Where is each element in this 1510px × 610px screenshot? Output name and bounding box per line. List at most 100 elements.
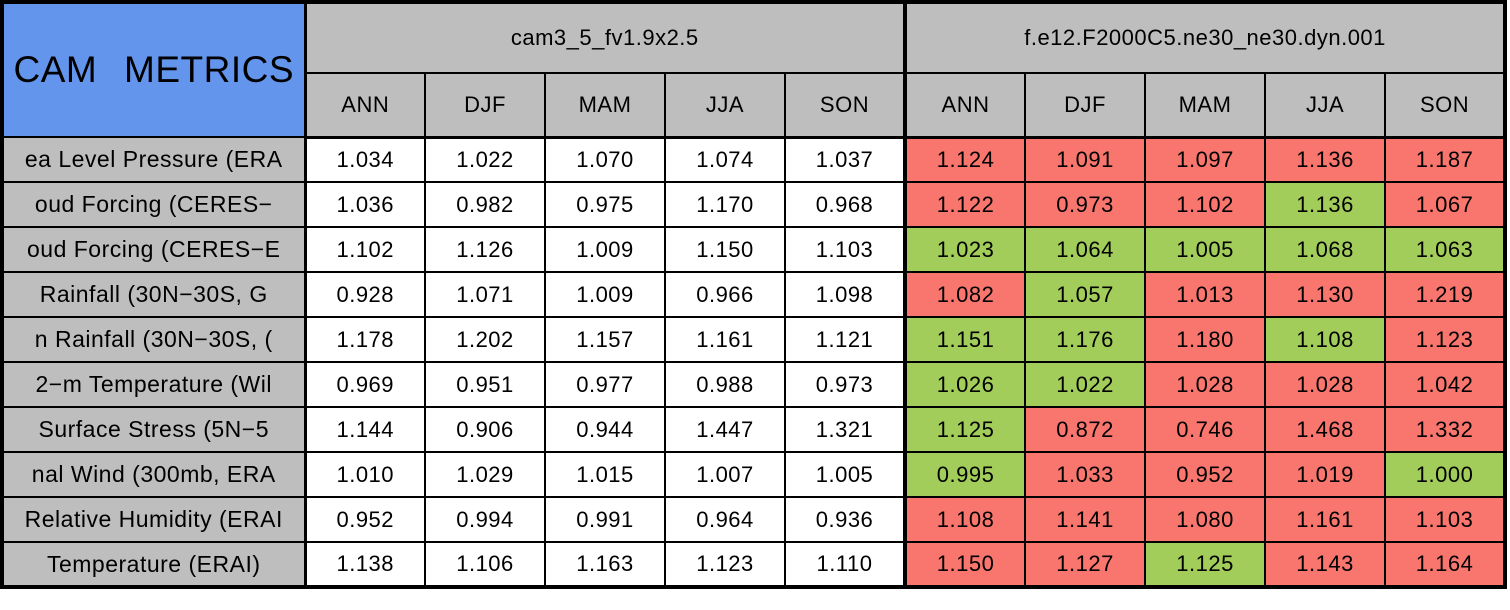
value-cell: 1.005 — [783, 451, 907, 498]
value-cell: 0.968 — [783, 181, 907, 228]
table-row: 2−m Temperature (Wil 0.969 0.951 0.977 0.988… — [1, 361, 1507, 408]
value-cell: 1.125 — [1144, 541, 1267, 588]
value-cell: 0.952 — [1144, 451, 1267, 498]
value-cell: 1.037 — [783, 136, 907, 183]
model-header-left: cam3_5_fv1.9x2.5 — [303, 1, 907, 74]
value-cell: 1.161 — [664, 316, 786, 363]
value-cell: 1.009 — [544, 271, 666, 318]
value-cell: 1.080 — [1144, 496, 1267, 543]
row-label: nal Wind (300mb, ERA — [1, 451, 307, 498]
value-cell: 1.150 — [903, 541, 1027, 588]
value-cell: 1.468 — [1264, 406, 1387, 453]
value-cell: 1.125 — [903, 406, 1027, 453]
value-cell: 1.136 — [1264, 181, 1387, 228]
value-cell: 1.070 — [544, 136, 666, 183]
value-cell: 1.015 — [544, 451, 666, 498]
row-label: Rainfall (30N−30S, G — [1, 271, 307, 318]
value-cell: 1.019 — [1264, 451, 1387, 498]
value-cell: 1.103 — [1384, 496, 1507, 543]
value-cell: 1.170 — [664, 181, 786, 228]
value-cell: 1.034 — [304, 136, 426, 183]
value-cell: 1.082 — [903, 271, 1027, 318]
value-cell: 1.108 — [1264, 316, 1387, 363]
group-header-row: CAM METRICS cam3_5_fv1.9x2.5 f.e12.F2000… — [1, 1, 1507, 138]
value-cell: 1.163 — [544, 541, 666, 588]
value-cell: 1.187 — [1384, 136, 1507, 183]
value-cell: 1.136 — [1264, 136, 1387, 183]
row-label: oud Forcing (CERES−E — [1, 226, 307, 273]
value-cell: 1.071 — [424, 271, 546, 318]
value-cell: 1.110 — [783, 541, 907, 588]
value-cell: 0.746 — [1144, 406, 1267, 453]
season-header: MAM — [544, 72, 666, 139]
value-cell: 1.144 — [304, 406, 426, 453]
value-cell: 1.091 — [1024, 136, 1147, 183]
table-row: Surface Stress (5N−5 1.144 0.906 0.944 1.447… — [1, 406, 1507, 453]
table-row: Temperature (ERAI) 1.138 1.106 1.163 1.123 1.… — [1, 541, 1507, 588]
value-cell: 1.005 — [1144, 226, 1267, 273]
value-cell: 0.988 — [664, 361, 786, 408]
table-row: oud Forcing (CERES− 1.036 0.982 0.975 1.170 0… — [1, 181, 1507, 228]
value-cell: 1.029 — [424, 451, 546, 498]
value-cell: 1.130 — [1264, 271, 1387, 318]
value-cell: 1.009 — [544, 226, 666, 273]
season-header: JJA — [664, 72, 786, 139]
value-cell: 1.108 — [903, 496, 1027, 543]
value-cell: 1.150 — [664, 226, 786, 273]
row-label: Temperature (ERAI) — [1, 541, 307, 588]
value-cell: 1.068 — [1264, 226, 1387, 273]
value-cell: 0.991 — [544, 496, 666, 543]
value-cell: 1.013 — [1144, 271, 1267, 318]
row-label: Surface Stress (5N−5 — [1, 406, 307, 453]
value-cell: 1.028 — [1144, 361, 1267, 408]
row-label: n Rainfall (30N−30S, ( — [1, 316, 307, 363]
value-cell: 1.123 — [664, 541, 786, 588]
season-header: SON — [783, 72, 907, 139]
value-cell: 1.007 — [664, 451, 786, 498]
value-cell: 0.952 — [304, 496, 426, 543]
value-cell: 0.994 — [424, 496, 546, 543]
value-cell: 1.057 — [1024, 271, 1147, 318]
value-cell: 0.944 — [544, 406, 666, 453]
value-cell: 1.122 — [903, 181, 1027, 228]
season-header: MAM — [1144, 72, 1267, 139]
value-cell: 1.447 — [664, 406, 786, 453]
table-body: ea Level Pressure (ERA 1.034 1.022 1.070 1.0… — [1, 136, 1507, 588]
value-cell: 1.028 — [1264, 361, 1387, 408]
value-cell: 1.141 — [1024, 496, 1147, 543]
value-cell: 1.124 — [903, 136, 1027, 183]
value-cell: 0.973 — [1024, 181, 1147, 228]
value-cell: 1.067 — [1384, 181, 1507, 228]
value-cell: 1.097 — [1144, 136, 1267, 183]
value-cell: 0.964 — [664, 496, 786, 543]
value-cell: 1.042 — [1384, 361, 1507, 408]
value-cell: 0.969 — [304, 361, 426, 408]
value-cell: 1.176 — [1024, 316, 1147, 363]
value-cell: 1.098 — [783, 271, 907, 318]
value-cell: 1.022 — [424, 136, 546, 183]
season-header: ANN — [304, 72, 426, 139]
value-cell: 1.321 — [783, 406, 907, 453]
value-cell: 1.102 — [1144, 181, 1267, 228]
metrics-table: CAM METRICS cam3_5_fv1.9x2.5 f.e12.F2000… — [0, 0, 1508, 589]
value-cell: 1.126 — [424, 226, 546, 273]
value-cell: 1.026 — [903, 361, 1027, 408]
value-cell: 1.103 — [783, 226, 907, 273]
season-header: SON — [1384, 72, 1507, 139]
value-cell: 1.138 — [304, 541, 426, 588]
table-row: oud Forcing (CERES−E 1.102 1.126 1.009 1.150… — [1, 226, 1507, 273]
model-header-right: f.e12.F2000C5.ne30_ne30.dyn.001 — [903, 1, 1507, 74]
season-header: ANN — [903, 72, 1027, 139]
value-cell: 1.219 — [1384, 271, 1507, 318]
value-cell: 0.975 — [544, 181, 666, 228]
value-cell: 0.982 — [424, 181, 546, 228]
season-header: JJA — [1264, 72, 1387, 139]
row-label: ea Level Pressure (ERA — [1, 136, 307, 183]
value-cell: 1.143 — [1264, 541, 1387, 588]
table-title: CAM METRICS — [1, 1, 307, 138]
value-cell: 0.872 — [1024, 406, 1147, 453]
value-cell: 1.102 — [304, 226, 426, 273]
table-row: Rainfall (30N−30S, G 0.928 1.071 1.009 0.966… — [1, 271, 1507, 318]
value-cell: 1.164 — [1384, 541, 1507, 588]
